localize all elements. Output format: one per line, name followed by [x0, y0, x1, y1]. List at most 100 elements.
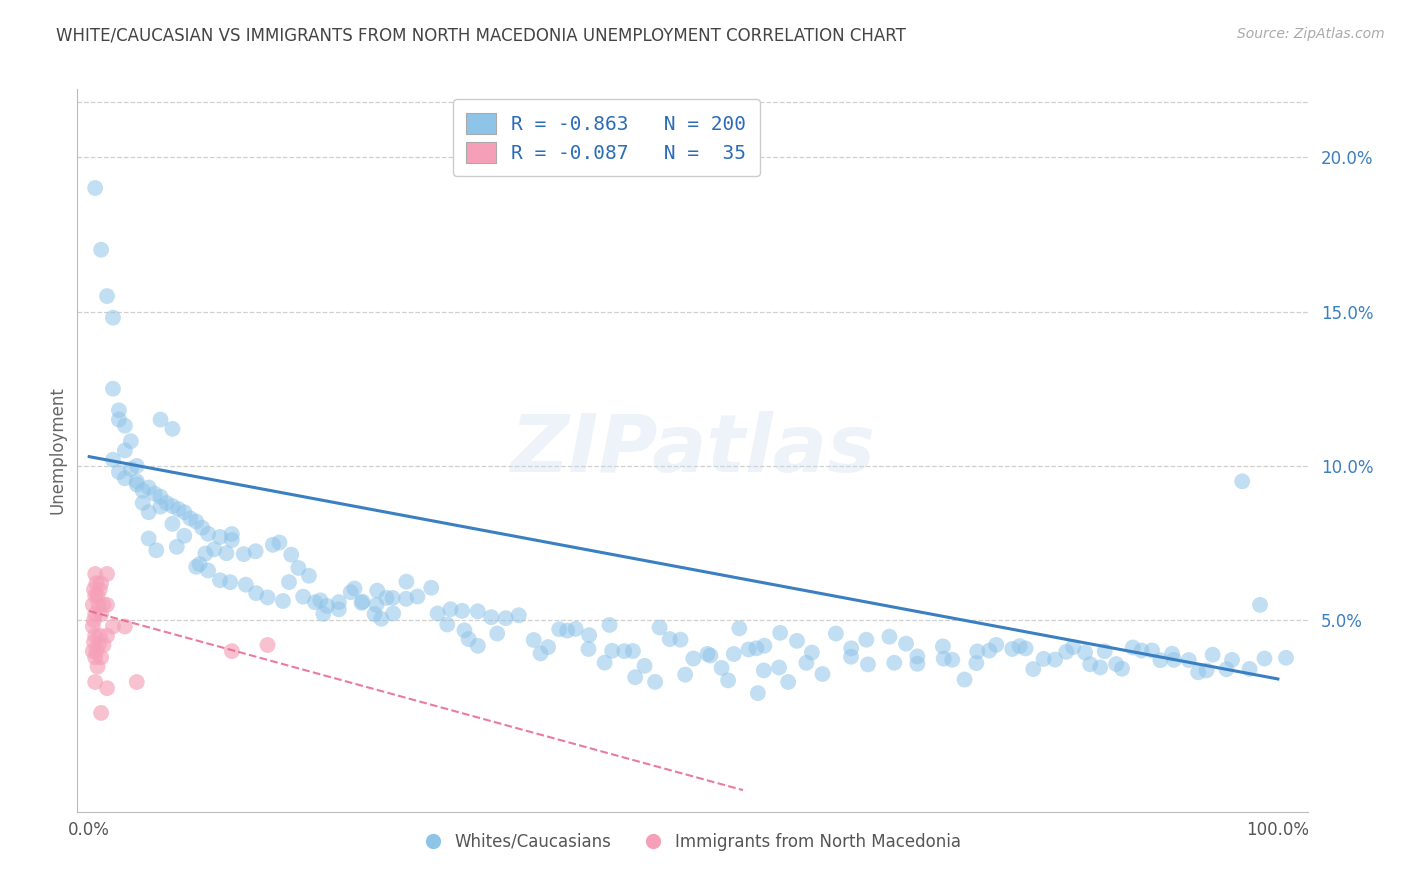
Point — [96, 289, 118, 303]
Point — [682, 651, 704, 665]
Point — [786, 633, 808, 648]
Point — [796, 656, 818, 670]
Point — [90, 243, 112, 257]
Point — [208, 574, 231, 588]
Point — [375, 591, 398, 605]
Point — [145, 543, 167, 558]
Point — [96, 598, 118, 612]
Point — [495, 611, 517, 625]
Point — [669, 632, 692, 647]
Point — [1201, 648, 1223, 662]
Point — [370, 612, 392, 626]
Point — [350, 596, 373, 610]
Point — [457, 632, 479, 646]
Point — [245, 544, 267, 558]
Point — [366, 598, 388, 612]
Point — [84, 589, 107, 603]
Point — [86, 659, 108, 673]
Point — [883, 656, 905, 670]
Point — [262, 538, 284, 552]
Point — [537, 640, 560, 654]
Point — [578, 642, 600, 657]
Point — [1074, 646, 1097, 660]
Point — [82, 598, 104, 612]
Point — [778, 675, 800, 690]
Point — [149, 490, 172, 504]
Point — [155, 496, 177, 510]
Point — [932, 640, 955, 654]
Point — [979, 643, 1001, 657]
Point — [202, 542, 225, 557]
Point — [426, 607, 449, 621]
Point — [125, 458, 148, 473]
Point — [723, 647, 745, 661]
Point — [406, 590, 429, 604]
Point — [120, 434, 142, 449]
Point — [633, 658, 655, 673]
Point — [1078, 657, 1101, 672]
Point — [215, 546, 238, 560]
Point — [1090, 660, 1112, 674]
Point — [232, 547, 254, 561]
Point — [82, 619, 104, 633]
Point — [235, 577, 257, 591]
Point — [1130, 643, 1153, 657]
Point — [221, 644, 243, 658]
Point — [84, 181, 107, 195]
Point — [1149, 653, 1171, 667]
Point — [312, 607, 335, 621]
Point — [191, 521, 214, 535]
Point — [965, 656, 987, 670]
Point — [624, 670, 647, 684]
Point — [219, 575, 242, 590]
Point — [451, 604, 474, 618]
Point — [699, 648, 721, 663]
Point — [1105, 657, 1128, 671]
Point — [194, 547, 217, 561]
Point — [737, 642, 759, 657]
Point — [555, 624, 578, 638]
Point — [339, 585, 361, 599]
Point — [1140, 643, 1163, 657]
Point — [1014, 641, 1036, 656]
Point — [420, 581, 443, 595]
Point — [621, 644, 644, 658]
Point — [696, 647, 718, 661]
Point — [644, 674, 666, 689]
Point — [90, 576, 112, 591]
Point — [84, 629, 107, 643]
Point — [101, 310, 124, 325]
Point — [1187, 665, 1209, 680]
Point — [1215, 662, 1237, 676]
Point — [101, 619, 124, 633]
Point — [382, 607, 405, 621]
Point — [1220, 653, 1243, 667]
Point — [101, 452, 124, 467]
Text: Source: ZipAtlas.com: Source: ZipAtlas.com — [1237, 27, 1385, 41]
Point — [173, 529, 195, 543]
Point — [439, 602, 461, 616]
Point — [82, 644, 104, 658]
Point — [108, 465, 131, 479]
Point — [93, 638, 115, 652]
Point — [508, 608, 530, 623]
Point — [197, 564, 219, 578]
Point — [395, 591, 418, 606]
Point — [83, 613, 105, 627]
Point — [84, 566, 107, 581]
Point — [131, 496, 153, 510]
Point — [179, 511, 201, 525]
Point — [905, 657, 928, 671]
Point — [316, 599, 339, 613]
Point — [1043, 652, 1066, 666]
Point — [167, 502, 190, 516]
Point — [343, 582, 366, 596]
Point — [1249, 598, 1271, 612]
Point — [467, 639, 489, 653]
Point — [648, 620, 671, 634]
Point — [811, 667, 834, 681]
Point — [717, 673, 740, 688]
Point — [1232, 475, 1254, 489]
Point — [966, 644, 988, 658]
Point — [256, 638, 278, 652]
